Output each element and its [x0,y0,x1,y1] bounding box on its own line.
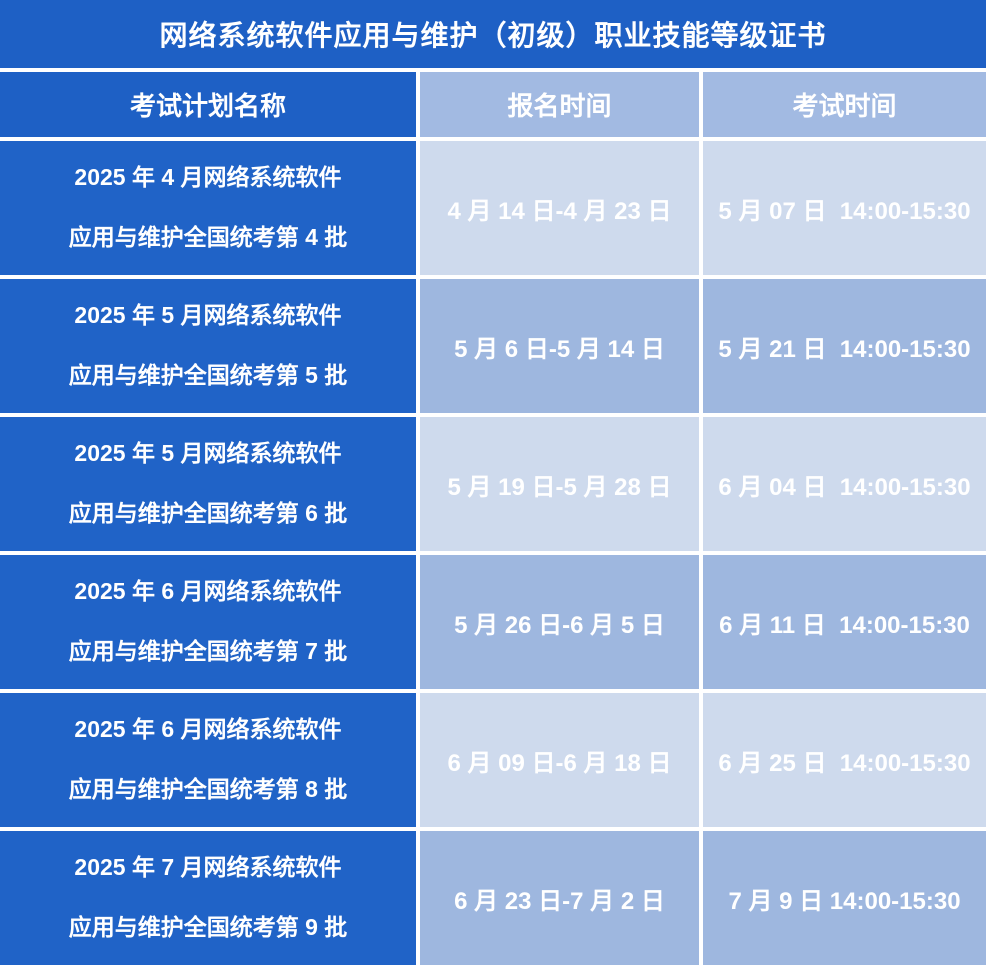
plan-name-line1: 2025 年 6 月网络系统软件 [74,578,342,605]
plan-name-line1: 2025 年 5 月网络系统软件 [74,440,342,467]
exam-time-cell: 6 月 11 日 14:00-15:30 [703,555,986,689]
exam-plan-cell: 2025 年 7 月网络系统软件 应用与维护全国统考第 9 批 [0,831,416,965]
exam-time-cell: 5 月 07 日 14:00-15:30 [703,141,986,275]
plan-name-line1: 2025 年 4 月网络系统软件 [74,164,342,191]
column-header-registration-time: 报名时间 [420,72,699,137]
registration-time-cell: 6 月 23 日-7 月 2 日 [420,831,699,965]
exam-plan-cell: 2025 年 5 月网络系统软件 应用与维护全国统考第 5 批 [0,279,416,413]
schedule-grid: 考试计划名称 报名时间 考试时间 2025 年 4 月网络系统软件 应用与维护全… [0,72,986,965]
exam-plan-cell: 2025 年 6 月网络系统软件 应用与维护全国统考第 8 批 [0,693,416,827]
exam-plan-cell: 2025 年 5 月网络系统软件 应用与维护全国统考第 6 批 [0,417,416,551]
plan-name-line1: 2025 年 7 月网络系统软件 [74,854,342,881]
plan-name-line2: 应用与维护全国统考第 8 批 [68,776,348,802]
table-title: 网络系统软件应用与维护（初级）职业技能等级证书 [0,0,986,68]
plan-name-line1: 2025 年 6 月网络系统软件 [74,716,342,743]
registration-time-cell: 5 月 26 日-6 月 5 日 [420,555,699,689]
exam-time-cell: 6 月 04 日 14:00-15:30 [703,417,986,551]
plan-name-line2: 应用与维护全国统考第 7 批 [68,638,348,664]
plan-name-line1: 2025 年 5 月网络系统软件 [74,302,342,329]
column-header-exam-time: 考试时间 [703,72,986,137]
plan-name-line2: 应用与维护全国统考第 4 批 [68,224,348,250]
registration-time-cell: 5 月 6 日-5 月 14 日 [420,279,699,413]
exam-time-cell: 6 月 25 日 14:00-15:30 [703,693,986,827]
plan-name-line2: 应用与维护全国统考第 6 批 [68,500,348,526]
registration-time-cell: 5 月 19 日-5 月 28 日 [420,417,699,551]
column-header-plan-name: 考试计划名称 [0,72,416,137]
plan-name-line2: 应用与维护全国统考第 5 批 [68,362,348,388]
exam-time-cell: 7 月 9 日 14:00-15:30 [703,831,986,965]
plan-name-line2: 应用与维护全国统考第 9 批 [68,914,348,940]
registration-time-cell: 6 月 09 日-6 月 18 日 [420,693,699,827]
registration-time-cell: 4 月 14 日-4 月 23 日 [420,141,699,275]
exam-plan-cell: 2025 年 6 月网络系统软件 应用与维护全国统考第 7 批 [0,555,416,689]
exam-plan-cell: 2025 年 4 月网络系统软件 应用与维护全国统考第 4 批 [0,141,416,275]
exam-time-cell: 5 月 21 日 14:00-15:30 [703,279,986,413]
